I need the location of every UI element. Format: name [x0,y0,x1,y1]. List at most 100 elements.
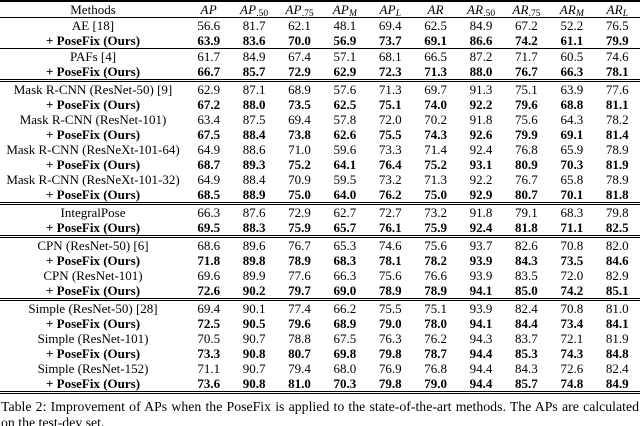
value-cell: 90.5 [242,316,266,331]
value-cell: 66.3 [333,268,357,283]
header-metric: AP [186,1,232,18]
method-cell: + PoseFix (Ours) [45,346,141,361]
value-cell: 82.9 [605,268,629,283]
value-cell: 78.1 [594,64,640,82]
table-row: CPN (ResNet-101) 69.6 89.9 77.6 66.3 75.6 76.6… [0,268,640,283]
value-cell: 90.8 [231,376,277,394]
value-cell: 70.2 [424,112,448,127]
value-cell: 72.0 [560,268,584,283]
value-cell: 62.1 [288,18,311,33]
value-cell: 61.7 [197,49,221,64]
value-cell: 75.2 [424,157,448,172]
method-cell: AE [18] [71,18,115,33]
value-cell: 92.6 [469,127,493,142]
value-cell: 78.7 [424,346,448,361]
value-cell: 73.3 [197,346,221,361]
value-cell: 84.9 [242,49,266,64]
value-cell: 48.1 [333,18,357,33]
method-cell: Mask R-CNN (ResNeXt-101-32) [6,172,180,187]
value-cell: 91.3 [469,82,493,97]
value-cell: 71.1 [549,220,595,238]
value-cell: 94.1 [469,316,493,331]
value-cell: 63.9 [186,33,232,49]
value-cell: 79.0 [378,316,402,331]
value-cell: 80.9 [515,157,538,172]
table-row: + PoseFix (Ours) 67.5 88.4 73.8 62.6 75.5 74.3… [0,127,640,142]
value-cell: 62.5 [333,97,357,112]
table-body: AE [18] 56.6 81.7 62.1 48.1 69.4 62.5 84.9 67.2 5… [0,18,640,394]
value-cell: 82.4 [515,301,538,316]
value-cell: 75.1 [424,301,448,316]
value-cell: 92.4 [458,220,504,238]
value-cell: 65.9 [560,142,584,157]
value-cell: 87.1 [242,82,266,97]
value-cell: 91.8 [469,205,493,220]
value-cell: 75.2 [288,157,311,172]
value-cell: 69.7 [424,82,448,97]
value-cell: 69.8 [333,346,357,361]
value-cell: 74.3 [424,127,448,142]
value-cell: 80.7 [503,187,550,205]
method-cell: Simple (ResNet-101) [37,331,149,346]
value-cell: 79.8 [367,376,413,394]
value-cell: 81.8 [503,220,550,238]
value-cell: 72.0 [378,112,402,127]
value-cell: 61.1 [549,33,595,49]
value-cell: 82.0 [605,238,629,253]
value-cell: 64.0 [322,187,368,205]
value-cell: 86.6 [458,33,504,49]
value-cell: 60.5 [560,49,584,64]
header-metric: AP.75 [276,1,323,19]
value-cell: 69.4 [378,18,402,33]
value-cell: 93.9 [469,253,493,268]
value-cell: 62.9 [322,64,368,82]
value-cell: 79.1 [515,205,538,220]
value-cell: 62.9 [197,82,221,97]
value-cell: 63.4 [197,112,221,127]
value-cell: 70.8 [560,301,584,316]
value-cell: 89.9 [242,268,266,283]
value-cell: 83.5 [515,268,538,283]
method-cell: + PoseFix (Ours) [0,220,186,238]
value-cell: 87.6 [242,205,266,220]
value-cell: 71.0 [288,142,311,157]
value-cell: 76.7 [515,172,538,187]
value-cell: 76.7 [288,238,311,253]
value-cell: 81.9 [605,157,629,172]
value-cell: 87.2 [469,49,493,64]
value-cell: 68.5 [186,187,232,205]
method-cell: Mask R-CNN (ResNet-50) [9] [13,82,173,97]
value-cell: 69.4 [197,301,221,316]
value-cell: 67.4 [288,49,311,64]
value-cell: 74.2 [503,33,550,49]
value-cell: 73.3 [378,142,402,157]
value-cell: 88.4 [242,172,266,187]
value-cell: 62.6 [333,127,357,142]
value-cell: 79.4 [288,361,311,376]
value-cell: 68.1 [378,49,402,64]
value-cell: 89.3 [242,157,266,172]
table-row: AE [18] 56.6 81.7 62.1 48.1 69.4 62.5 84.9 67.2 5… [0,18,640,34]
value-cell: 76.2 [367,187,413,205]
value-cell: 73.7 [367,33,413,49]
method-cell: + PoseFix (Ours) [45,127,141,142]
value-cell: 76.7 [503,64,550,82]
value-cell: 79.9 [515,127,538,142]
method-cell: + PoseFix (Ours) [45,97,141,112]
value-cell: 83.7 [515,331,538,346]
value-cell: 90.8 [242,346,266,361]
value-cell: 84.9 [594,376,640,394]
value-cell: 62.5 [424,18,448,33]
method-cell: + PoseFix (Ours) [0,376,186,394]
table-header: Methods AP AP.50 AP.75 APM APL AR AR.50 AR.75 ARM… [0,1,640,19]
value-cell: 73.4 [560,316,584,331]
header-row: Methods AP AP.50 AP.75 APM APL AR AR.50 AR.75 ARM… [0,1,640,19]
value-cell: 75.0 [412,187,459,205]
method-cell: CPN (ResNet-50) [6] [37,238,149,253]
value-cell: 73.2 [424,205,448,220]
value-cell: 94.1 [458,283,504,301]
value-cell: 77.6 [288,268,311,283]
results-table: Methods AP AP.50 AP.75 APM APL AR AR.50 AR.75 ARM… [0,0,640,394]
table-row: IntegralPose 66.3 87.6 72.9 62.7 72.7 73.2 91.8… [0,204,640,221]
table-caption: Table 2: Improvement of APs when the Pos… [1,399,639,426]
